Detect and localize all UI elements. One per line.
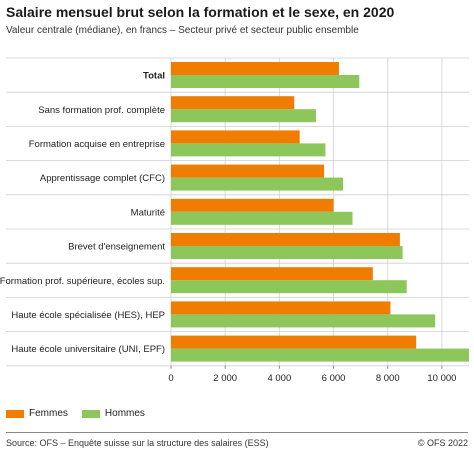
x-tick-label: 0 xyxy=(168,373,173,384)
legend-item-femmes: Femmes xyxy=(6,408,68,419)
bar-femmes xyxy=(171,233,400,246)
legend-label-hommes: Hommes xyxy=(104,408,145,419)
bar-chart: Total Sans formation prof. complète Format… xyxy=(0,57,469,384)
legend-swatch-femmes xyxy=(6,409,24,418)
legend-label-femmes: Femmes xyxy=(29,408,68,419)
bar-femmes xyxy=(171,301,391,315)
category-label: Haute école spécialisée (HES), HEP xyxy=(11,310,165,321)
bar-hommes xyxy=(171,143,326,157)
x-tick-label: 6 000 xyxy=(322,373,346,384)
bar-hommes xyxy=(171,314,436,328)
footer-divider xyxy=(6,432,468,433)
bar-hommes xyxy=(171,348,469,362)
category-label: Brevet d'enseignement xyxy=(68,242,165,253)
x-tick-label: 10 000 xyxy=(427,373,456,384)
bar-hommes xyxy=(171,75,360,88)
category-label: Apprentissage complet (CFC) xyxy=(40,173,165,184)
category-label: Formation acquise en entreprise xyxy=(29,139,165,150)
legend-swatch-hommes xyxy=(81,409,100,418)
x-tick-label: 8 000 xyxy=(376,373,400,384)
chart-subtitle: Valeur centrale (médiane), en francs – S… xyxy=(6,25,359,36)
x-tick-label: 2 000 xyxy=(213,373,237,384)
bar-hommes xyxy=(171,246,403,259)
chart-legend: Femmes Hommes xyxy=(6,408,159,419)
bar-femmes xyxy=(171,62,339,75)
bar-femmes xyxy=(171,130,300,144)
bar-femmes xyxy=(171,96,295,110)
bar-hommes xyxy=(171,211,353,225)
source-note: Source: OFS – Enquête suisse sur la stru… xyxy=(6,438,269,448)
category-label: Maturité xyxy=(131,207,165,218)
bar-femmes xyxy=(171,267,373,281)
bar-hommes xyxy=(171,177,344,191)
x-tick-label: 4 000 xyxy=(267,373,291,384)
bar-hommes xyxy=(171,280,407,294)
copyright-note: © OFS 2022 xyxy=(417,438,468,448)
category-label: Formation prof. supérieure, écoles sup. xyxy=(0,276,165,287)
category-label: Total xyxy=(143,71,165,82)
bar-femmes xyxy=(171,335,417,349)
chart-title: Salaire mensuel brut selon la formation … xyxy=(6,4,395,20)
category-label: Haute école universitaire (UNI, EPF) xyxy=(11,344,165,355)
bar-femmes xyxy=(171,164,325,178)
category-label: Sans formation prof. complète xyxy=(38,105,165,116)
legend-item-hommes: Hommes xyxy=(81,408,145,419)
bar-femmes xyxy=(171,198,334,212)
bar-hommes xyxy=(171,109,316,123)
